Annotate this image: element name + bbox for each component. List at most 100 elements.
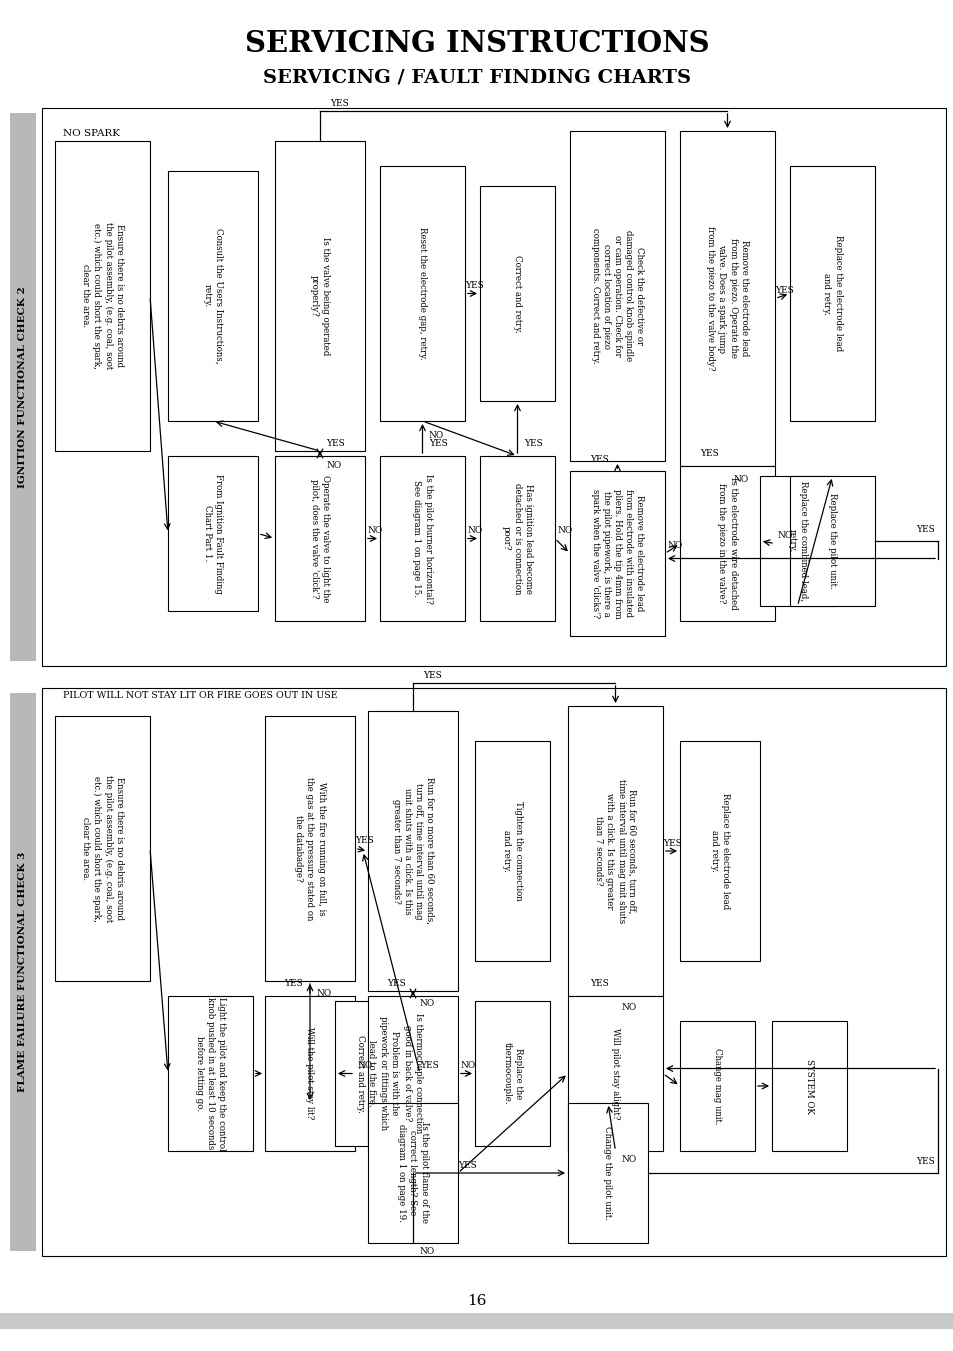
- Text: With the fire running on full, is
the gas at the pressure stated on
the databadg: With the fire running on full, is the ga…: [294, 777, 325, 920]
- Text: Is the electrode wire detached
from the piezo in the valve?: Is the electrode wire detached from the …: [717, 477, 737, 609]
- Text: NO: NO: [557, 526, 572, 535]
- FancyBboxPatch shape: [274, 141, 365, 451]
- FancyBboxPatch shape: [567, 996, 662, 1151]
- Text: YES: YES: [284, 979, 303, 989]
- FancyBboxPatch shape: [265, 716, 355, 981]
- Text: Check the defective or
damaged control knob spindle
or cam operation. Check for
: Check the defective or damaged control k…: [590, 228, 643, 363]
- Text: Is the pilot flame of the
correct length? See
diagram 1 on page 19.: Is the pilot flame of the correct length…: [397, 1123, 428, 1224]
- Text: SERVICING INSTRUCTIONS: SERVICING INSTRUCTIONS: [244, 28, 709, 58]
- FancyBboxPatch shape: [789, 166, 874, 422]
- FancyBboxPatch shape: [368, 711, 457, 992]
- Text: SERVICING / FAULT FINDING CHARTS: SERVICING / FAULT FINDING CHARTS: [263, 68, 690, 86]
- Text: Correct and retry.: Correct and retry.: [513, 254, 521, 332]
- Text: PILOT WILL NOT STAY LIT OR FIRE GOES OUT IN USE: PILOT WILL NOT STAY LIT OR FIRE GOES OUT…: [63, 692, 337, 701]
- FancyBboxPatch shape: [265, 996, 355, 1151]
- FancyBboxPatch shape: [569, 471, 664, 636]
- FancyBboxPatch shape: [55, 141, 150, 451]
- FancyBboxPatch shape: [679, 740, 760, 961]
- FancyBboxPatch shape: [42, 688, 945, 1256]
- Text: Change mag unit.: Change mag unit.: [712, 1047, 721, 1124]
- Text: YES: YES: [590, 979, 608, 989]
- Text: Replace the electrode lead
and retry.: Replace the electrode lead and retry.: [709, 793, 729, 909]
- Text: YES: YES: [590, 454, 608, 463]
- Text: NO: NO: [429, 431, 444, 439]
- FancyBboxPatch shape: [168, 457, 257, 611]
- Text: YES: YES: [663, 839, 681, 847]
- Text: Has ignition lead become
detached or is connection
poor?: Has ignition lead become detached or is …: [501, 482, 533, 594]
- Text: Tighten the connection
and retry.: Tighten the connection and retry.: [502, 801, 522, 901]
- Text: NO: NO: [467, 526, 482, 535]
- FancyBboxPatch shape: [475, 740, 550, 961]
- Text: Will pilot stay alight?: Will pilot stay alight?: [610, 1028, 619, 1120]
- FancyBboxPatch shape: [379, 457, 464, 621]
- Text: NO SPARK: NO SPARK: [64, 128, 120, 138]
- Text: NO: NO: [621, 1155, 637, 1163]
- Text: YES: YES: [355, 836, 374, 844]
- FancyBboxPatch shape: [479, 457, 555, 621]
- FancyBboxPatch shape: [0, 1313, 953, 1329]
- Text: Replace the
thermocouple.: Replace the thermocouple.: [502, 1042, 522, 1105]
- FancyBboxPatch shape: [168, 996, 253, 1151]
- Text: Light the pilot and keep the control
knob pushed in at least 10 seconds
before l: Light the pilot and keep the control kno…: [194, 997, 226, 1150]
- Text: NO: NO: [316, 989, 332, 997]
- Text: YES: YES: [916, 524, 934, 534]
- Text: YES: YES: [916, 1156, 934, 1166]
- FancyBboxPatch shape: [569, 131, 664, 461]
- Text: IGNITION FUNCTIONAL CHECK 2: IGNITION FUNCTIONAL CHECK 2: [18, 286, 28, 488]
- Text: NO: NO: [667, 540, 682, 550]
- Text: NO: NO: [733, 476, 748, 485]
- Text: Replace the combined lead,
retry.: Replace the combined lead, retry.: [786, 481, 806, 601]
- FancyBboxPatch shape: [335, 1001, 419, 1146]
- Text: Is the pilot burner horizontal?
See diagram 1 on page 15.: Is the pilot burner horizontal? See diag…: [412, 473, 432, 604]
- FancyBboxPatch shape: [475, 1001, 550, 1146]
- Text: 16: 16: [467, 1294, 486, 1308]
- Text: NO: NO: [777, 531, 792, 540]
- Text: YES: YES: [326, 439, 345, 449]
- Text: NO: NO: [621, 1004, 637, 1012]
- Text: Change the pilot unit.: Change the pilot unit.: [603, 1125, 612, 1220]
- Text: Replace the pilot unit.: Replace the pilot unit.: [827, 493, 836, 589]
- Text: Operate the valve to light the
pilot, does the valve 'click'?: Operate the valve to light the pilot, do…: [310, 474, 330, 603]
- Text: YES: YES: [331, 99, 349, 108]
- Text: FLAME FAILURE FUNCTIONAL CHECK 3: FLAME FAILURE FUNCTIONAL CHECK 3: [18, 852, 28, 1092]
- Text: YES: YES: [458, 1161, 476, 1170]
- FancyBboxPatch shape: [567, 1102, 647, 1243]
- Text: NO: NO: [357, 1061, 373, 1070]
- Text: Will the pilot stay lit?: Will the pilot stay lit?: [305, 1027, 314, 1120]
- Text: YES: YES: [700, 450, 719, 458]
- FancyBboxPatch shape: [274, 457, 365, 621]
- FancyBboxPatch shape: [679, 131, 774, 466]
- Text: YES: YES: [523, 439, 542, 449]
- Text: NO: NO: [367, 526, 382, 535]
- FancyBboxPatch shape: [679, 1021, 754, 1151]
- FancyBboxPatch shape: [168, 172, 257, 422]
- Text: YES: YES: [465, 281, 484, 290]
- FancyBboxPatch shape: [55, 716, 150, 981]
- Text: Remove the electrode lead
from the piezo. Operate the
valve. Does a spark jump
f: Remove the electrode lead from the piezo…: [705, 226, 748, 370]
- FancyBboxPatch shape: [379, 166, 464, 422]
- FancyBboxPatch shape: [10, 113, 36, 661]
- FancyBboxPatch shape: [789, 476, 874, 607]
- Text: Run for no more than 60 seconds,
turn off, time interval until mag
unit shuts wi: Run for no more than 60 seconds, turn of…: [392, 777, 434, 924]
- Text: SYSTEM OK: SYSTEM OK: [804, 1059, 813, 1113]
- FancyBboxPatch shape: [679, 466, 774, 621]
- Text: Problem is with the
pipework or fittings which
lead to the fire.
Correct and ret: Problem is with the pipework or fittings…: [356, 1016, 398, 1131]
- Text: Is the valve being operated
properly?: Is the valve being operated properly?: [310, 236, 330, 355]
- Text: YES: YES: [429, 439, 447, 449]
- Text: YES: YES: [423, 670, 442, 680]
- Text: Is thermocouple connection
good in back of valve?: Is thermocouple connection good in back …: [402, 1013, 422, 1133]
- FancyBboxPatch shape: [10, 693, 36, 1251]
- Text: NO: NO: [419, 998, 435, 1008]
- Text: NO: NO: [419, 1247, 435, 1255]
- FancyBboxPatch shape: [567, 707, 662, 996]
- Text: From Ignition Fault Finding
Chart Part 1.: From Ignition Fault Finding Chart Part 1…: [203, 474, 223, 593]
- Text: Remove the electrode lead
from electrode with insulated
pliers. Hold the tip 4mm: Remove the electrode lead from electrode…: [590, 489, 643, 619]
- FancyBboxPatch shape: [479, 186, 555, 401]
- FancyBboxPatch shape: [760, 476, 834, 607]
- Text: YES: YES: [420, 1061, 439, 1070]
- FancyBboxPatch shape: [368, 996, 457, 1151]
- Text: Run for 60 seconds, turn off,
time interval until mag unit shuts
with a click. I: Run for 60 seconds, turn off, time inter…: [594, 780, 636, 923]
- Text: Ensure there is no debris around
the pilot assembly, (e.g. coal, soot
etc.) whic: Ensure there is no debris around the pil…: [81, 223, 124, 370]
- Text: Ensure there is no debris around
the pilot assembly, (e.g. coal, soot
etc.) whic: Ensure there is no debris around the pil…: [81, 775, 124, 923]
- Text: Consult the Users Instructions,
retry.: Consult the Users Instructions, retry.: [203, 228, 223, 363]
